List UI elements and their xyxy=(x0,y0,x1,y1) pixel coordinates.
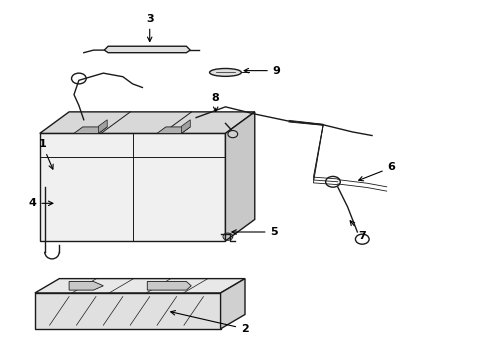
Text: 6: 6 xyxy=(359,162,395,181)
Text: 9: 9 xyxy=(244,66,281,76)
Polygon shape xyxy=(98,120,107,134)
Text: 8: 8 xyxy=(212,93,220,112)
Polygon shape xyxy=(220,279,245,329)
Polygon shape xyxy=(35,293,220,329)
Polygon shape xyxy=(40,112,255,134)
Text: 4: 4 xyxy=(28,198,53,208)
Text: 5: 5 xyxy=(232,227,278,237)
Text: 1: 1 xyxy=(38,139,53,169)
Polygon shape xyxy=(74,127,107,134)
Polygon shape xyxy=(157,127,190,134)
Polygon shape xyxy=(104,46,190,53)
Polygon shape xyxy=(181,120,190,134)
Text: 7: 7 xyxy=(350,221,366,240)
Ellipse shape xyxy=(210,68,242,76)
Text: 2: 2 xyxy=(171,311,249,334)
Polygon shape xyxy=(69,282,103,290)
Polygon shape xyxy=(225,112,255,241)
Circle shape xyxy=(228,131,238,138)
Polygon shape xyxy=(35,279,245,293)
Polygon shape xyxy=(147,282,191,290)
Polygon shape xyxy=(40,134,225,241)
Text: 3: 3 xyxy=(146,14,153,41)
